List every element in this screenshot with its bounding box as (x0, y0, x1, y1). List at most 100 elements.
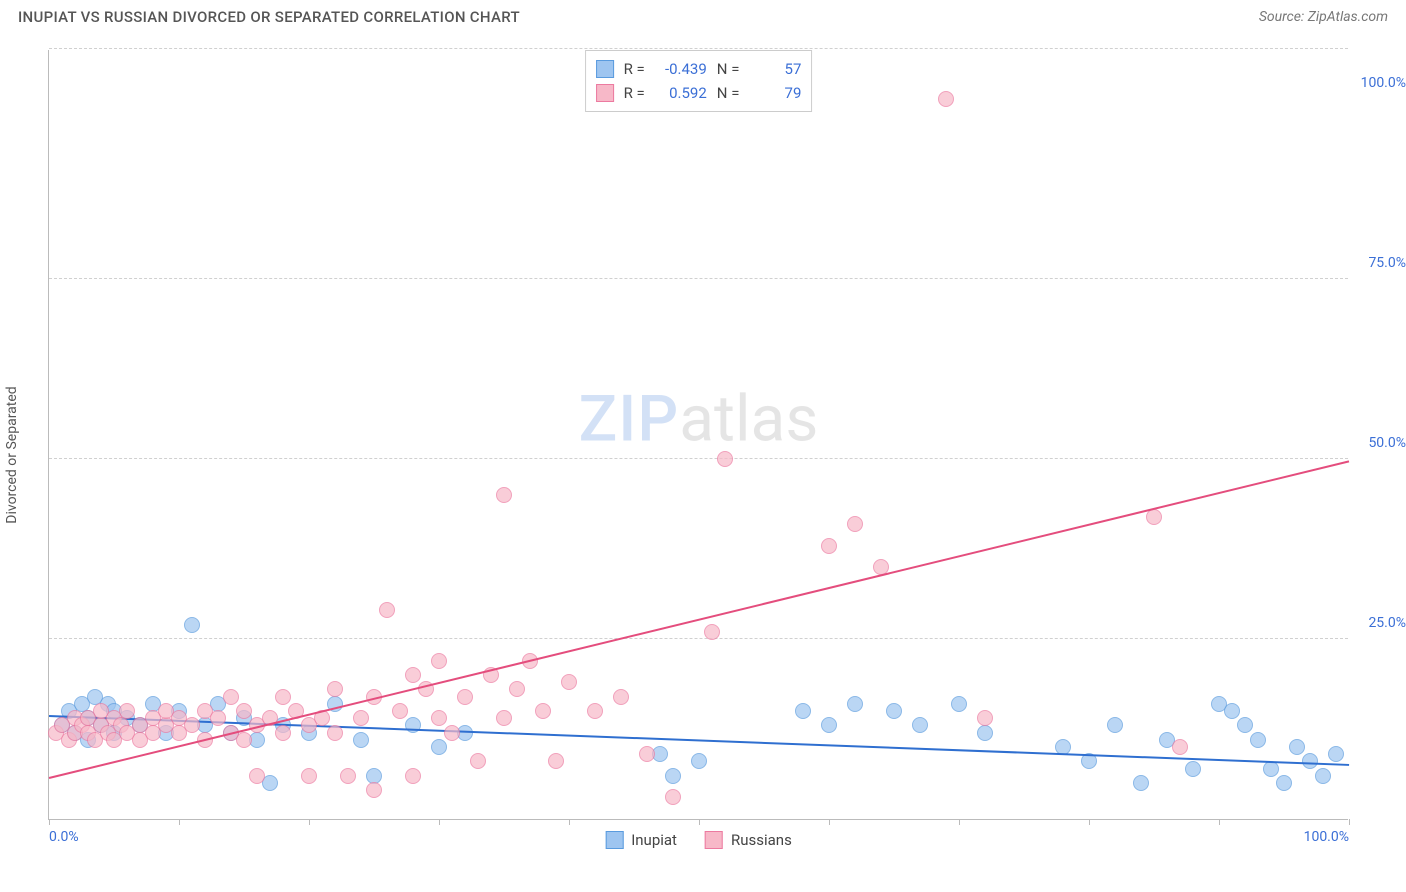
x-tick (699, 819, 700, 825)
n-label: N = (717, 81, 740, 105)
data-point (405, 667, 421, 683)
gridline (49, 458, 1348, 459)
stats-row-russians: R = 0.592 N = 79 (596, 81, 802, 105)
data-point (613, 689, 629, 705)
x-tick (439, 819, 440, 825)
data-point (1250, 732, 1266, 748)
data-point (184, 717, 200, 733)
data-point (184, 617, 200, 633)
data-point (847, 696, 863, 712)
data-point (431, 710, 447, 726)
data-point (1133, 775, 1149, 791)
data-point (444, 725, 460, 741)
data-point (327, 681, 343, 697)
chart-container: Divorced or Separated ZIPatlas R = -0.43… (0, 30, 1406, 880)
x-tick (959, 819, 960, 825)
data-point (951, 696, 967, 712)
n-label: N = (717, 57, 740, 81)
y-tick-label: 50.0% (1368, 435, 1406, 451)
y-tick-label: 75.0% (1368, 255, 1406, 271)
data-point (249, 768, 265, 784)
data-point (392, 703, 408, 719)
x-tick-label: 100.0% (1304, 829, 1349, 845)
scatter-plot: ZIPatlas R = -0.439 N = 57 R = 0.592 N =… (48, 50, 1348, 820)
x-tick (1219, 819, 1220, 825)
n-value-russians: 79 (749, 81, 801, 105)
data-point (1289, 739, 1305, 755)
data-point (353, 710, 369, 726)
data-point (223, 689, 239, 705)
x-tick (49, 819, 50, 825)
swatch-inupiat (596, 60, 614, 78)
chart-title: INUPIAT VS RUSSIAN DIVORCED OR SEPARATED… (18, 8, 520, 26)
gridline (49, 638, 1348, 639)
gridline (49, 278, 1348, 279)
data-point (886, 703, 902, 719)
data-point (470, 753, 486, 769)
x-tick (1349, 819, 1350, 825)
y-tick-label: 25.0% (1368, 615, 1406, 631)
data-point (821, 538, 837, 554)
correlation-stats-box: R = -0.439 N = 57 R = 0.592 N = 79 (585, 50, 813, 112)
data-point (119, 703, 135, 719)
data-point (275, 725, 291, 741)
data-point (821, 717, 837, 733)
data-point (275, 689, 291, 705)
data-point (691, 753, 707, 769)
legend-label-inupiat: Inupiat (631, 831, 677, 849)
data-point (353, 732, 369, 748)
x-tick (309, 819, 310, 825)
data-point (704, 624, 720, 640)
x-tick (569, 819, 570, 825)
data-point (1172, 739, 1188, 755)
data-point (665, 789, 681, 805)
data-point (366, 782, 382, 798)
data-point (561, 674, 577, 690)
series-legend: Inupiat Russians (605, 831, 792, 849)
data-point (496, 487, 512, 503)
watermark-atlas: atlas (679, 382, 818, 457)
legend-swatch-russians (705, 831, 723, 849)
data-point (1328, 746, 1344, 762)
legend-label-russians: Russians (731, 831, 792, 849)
legend-item-russians: Russians (705, 831, 792, 849)
data-point (1315, 768, 1331, 784)
gridline (49, 48, 1348, 49)
chart-header: INUPIAT VS RUSSIAN DIVORCED OR SEPARATED… (0, 0, 1406, 30)
data-point (639, 746, 655, 762)
data-point (236, 732, 252, 748)
data-point (1185, 761, 1201, 777)
data-point (457, 689, 473, 705)
stats-row-inupiat: R = -0.439 N = 57 (596, 57, 802, 81)
r-label: R = (624, 57, 645, 81)
x-tick-label: 0.0% (49, 829, 79, 845)
data-point (1237, 717, 1253, 733)
y-tick-label: 100.0% (1361, 75, 1406, 91)
data-point (379, 602, 395, 618)
data-point (587, 703, 603, 719)
data-point (665, 768, 681, 784)
data-point (405, 717, 421, 733)
data-point (431, 653, 447, 669)
r-value-russians: 0.592 (655, 81, 707, 105)
r-label: R = (624, 81, 645, 105)
data-point (717, 451, 733, 467)
x-tick (1089, 819, 1090, 825)
x-tick (179, 819, 180, 825)
data-point (405, 768, 421, 784)
r-value-inupiat: -0.439 (655, 57, 707, 81)
data-point (1224, 703, 1240, 719)
data-point (535, 703, 551, 719)
data-point (1276, 775, 1292, 791)
data-point (977, 710, 993, 726)
data-point (301, 768, 317, 784)
source-attribution: Source: ZipAtlas.com (1259, 9, 1388, 25)
data-point (938, 91, 954, 107)
data-point (847, 516, 863, 532)
legend-swatch-inupiat (605, 831, 623, 849)
y-axis-label: Divorced or Separated (4, 386, 20, 523)
data-point (496, 710, 512, 726)
data-point (340, 768, 356, 784)
data-point (327, 725, 343, 741)
data-point (509, 681, 525, 697)
